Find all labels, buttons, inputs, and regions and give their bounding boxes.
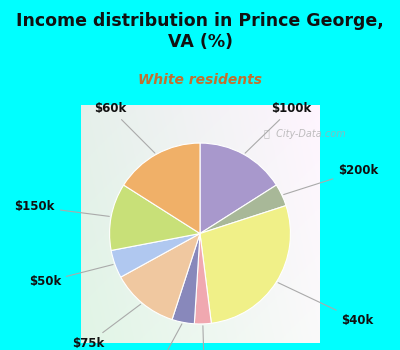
Wedge shape [111, 233, 200, 277]
Text: $50k: $50k [29, 265, 113, 288]
Text: ⓘ  City-Data.com: ⓘ City-Data.com [264, 128, 346, 139]
Text: $60k: $60k [94, 102, 155, 153]
Text: $100k: $100k [245, 102, 312, 153]
Wedge shape [200, 143, 276, 233]
Text: $40k: $40k [278, 283, 374, 327]
Text: $75k: $75k [72, 304, 141, 350]
Wedge shape [124, 143, 200, 233]
Wedge shape [110, 185, 200, 251]
Text: $200k: $200k [284, 164, 378, 195]
Wedge shape [200, 205, 290, 323]
Wedge shape [194, 233, 211, 324]
Text: Income distribution in Prince George,
VA (%): Income distribution in Prince George, VA… [16, 12, 384, 51]
Wedge shape [172, 233, 200, 324]
Text: $30k: $30k [139, 324, 182, 350]
Text: $150k: $150k [14, 200, 109, 216]
Text: $125k: $125k [184, 326, 225, 350]
Text: White residents: White residents [138, 74, 262, 88]
Wedge shape [200, 185, 286, 233]
Wedge shape [121, 233, 200, 320]
